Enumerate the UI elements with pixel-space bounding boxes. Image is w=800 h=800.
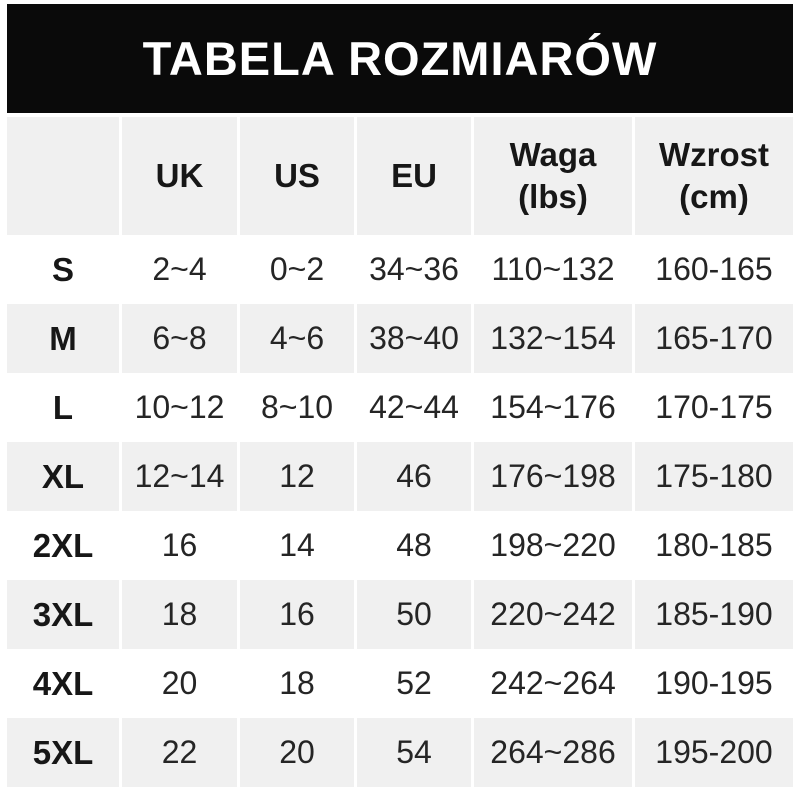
cell-us: 0~2 <box>240 235 354 304</box>
cell-size: S <box>7 235 119 304</box>
cell-uk: 10~12 <box>122 373 237 442</box>
cell-uk: 22 <box>122 718 237 787</box>
header-label: EU <box>391 156 437 194</box>
header-cell-uk: UK <box>122 117 237 235</box>
header-label: Wzrost <box>659 135 769 173</box>
cell-height: 160-165 <box>635 235 793 304</box>
cell-height: 190-195 <box>635 649 793 718</box>
cell-weight: 154~176 <box>474 373 632 442</box>
cell-eu: 54 <box>357 718 471 787</box>
cell-us: 12 <box>240 442 354 511</box>
cell-size: L <box>7 373 119 442</box>
cell-weight: 110~132 <box>474 235 632 304</box>
header-label: Waga <box>509 135 597 173</box>
cell-weight: 220~242 <box>474 580 632 649</box>
header-cell-us: US <box>240 117 354 235</box>
cell-eu: 52 <box>357 649 471 718</box>
cell-height: 180-185 <box>635 511 793 580</box>
cell-size: M <box>7 304 119 373</box>
header-label: US <box>274 156 320 194</box>
size-table: UK US EU Waga (lbs) Wzrost (cm) S 2~4 <box>7 117 793 787</box>
cell-uk: 2~4 <box>122 235 237 304</box>
cell-us: 16 <box>240 580 354 649</box>
title-band: TABELA ROZMIARÓW <box>7 4 793 113</box>
cell-uk: 6~8 <box>122 304 237 373</box>
cell-weight: 198~220 <box>474 511 632 580</box>
cell-uk: 20 <box>122 649 237 718</box>
cell-eu: 38~40 <box>357 304 471 373</box>
cell-weight: 242~264 <box>474 649 632 718</box>
cell-uk: 12~14 <box>122 442 237 511</box>
cell-eu: 46 <box>357 442 471 511</box>
header-cell-eu: EU <box>357 117 471 235</box>
cell-size: 2XL <box>7 511 119 580</box>
cell-eu: 50 <box>357 580 471 649</box>
cell-eu: 34~36 <box>357 235 471 304</box>
header-sublabel: (cm) <box>679 178 749 215</box>
header-cell-size <box>7 117 119 235</box>
cell-height: 185-190 <box>635 580 793 649</box>
cell-height: 195-200 <box>635 718 793 787</box>
cell-us: 14 <box>240 511 354 580</box>
header-cell-height: Wzrost (cm) <box>635 117 793 235</box>
cell-size: 5XL <box>7 718 119 787</box>
cell-us: 18 <box>240 649 354 718</box>
header-cell-weight: Waga (lbs) <box>474 117 632 235</box>
cell-eu: 48 <box>357 511 471 580</box>
cell-height: 170-175 <box>635 373 793 442</box>
cell-height: 175-180 <box>635 442 793 511</box>
cell-size: XL <box>7 442 119 511</box>
cell-uk: 18 <box>122 580 237 649</box>
cell-us: 8~10 <box>240 373 354 442</box>
cell-weight: 264~286 <box>474 718 632 787</box>
cell-weight: 176~198 <box>474 442 632 511</box>
cell-weight: 132~154 <box>474 304 632 373</box>
header-sublabel: (lbs) <box>518 178 588 215</box>
cell-uk: 16 <box>122 511 237 580</box>
cell-us: 4~6 <box>240 304 354 373</box>
cell-us: 20 <box>240 718 354 787</box>
header-label: UK <box>155 156 204 194</box>
page-title: TABELA ROZMIARÓW <box>142 32 658 85</box>
cell-size: 3XL <box>7 580 119 649</box>
cell-height: 165-170 <box>635 304 793 373</box>
cell-size: 4XL <box>7 649 119 718</box>
cell-eu: 42~44 <box>357 373 471 442</box>
